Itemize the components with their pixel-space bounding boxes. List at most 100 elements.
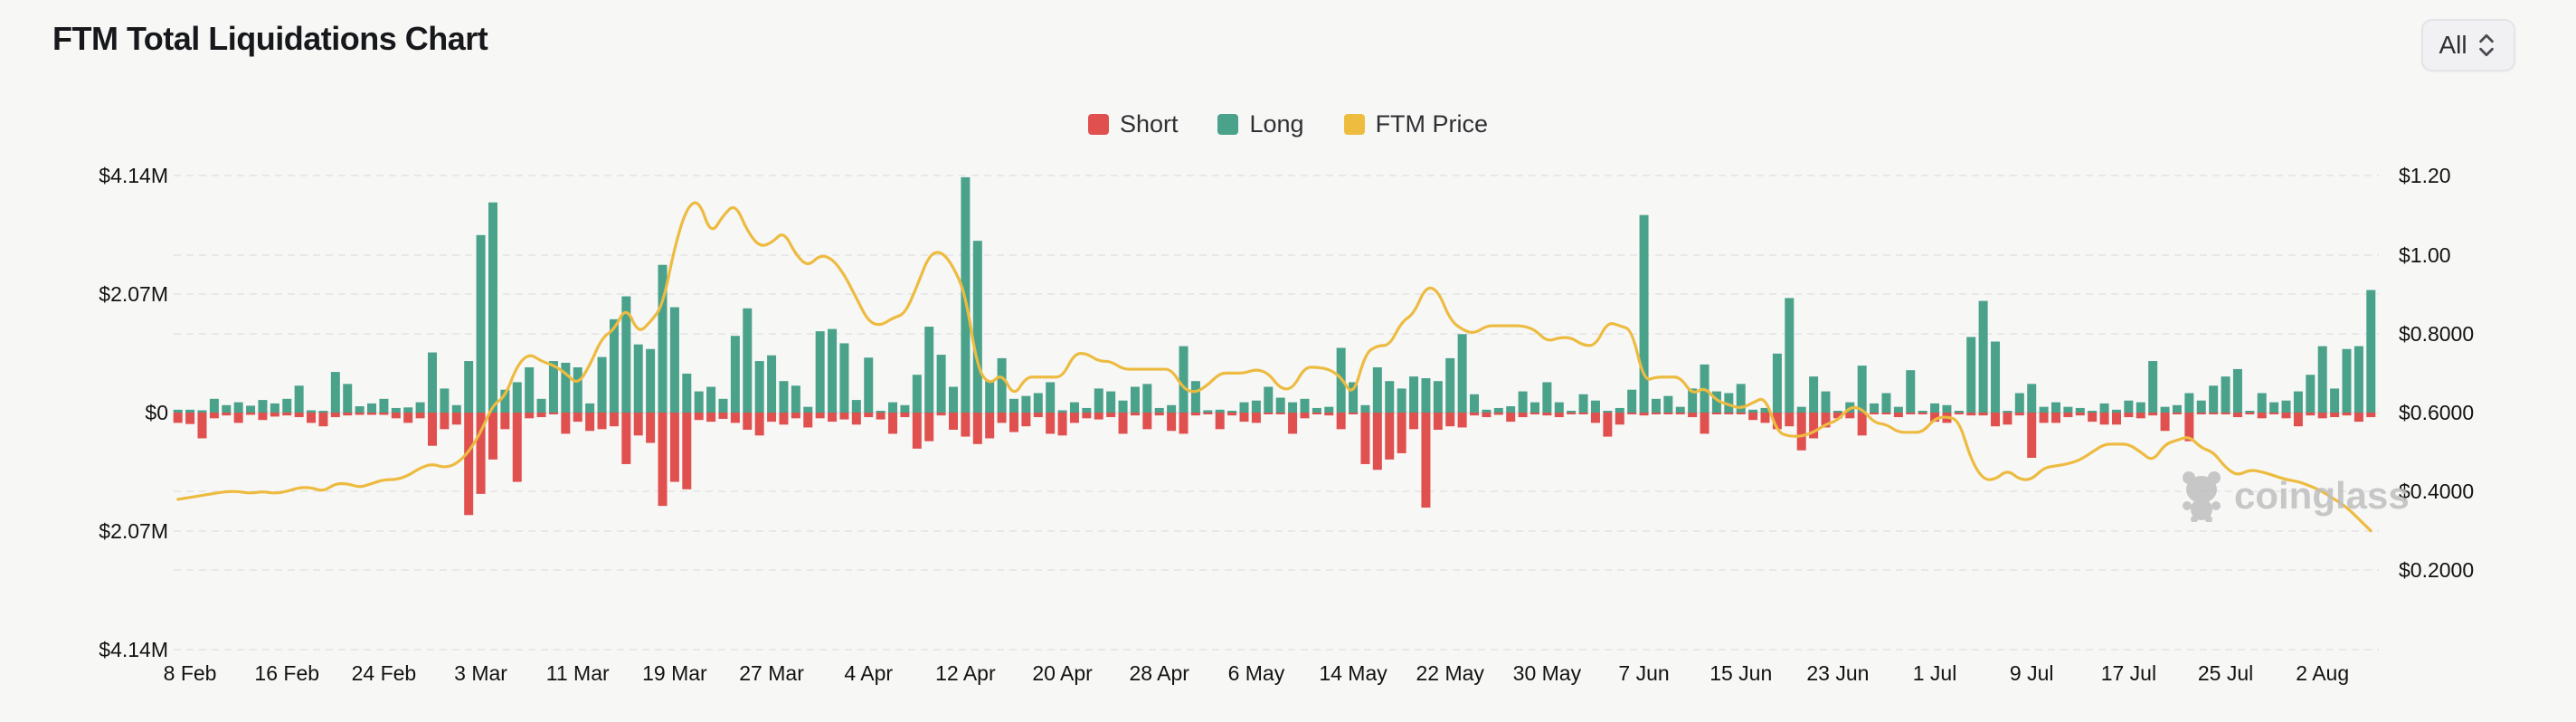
long-liquidation-bar[interactable] (307, 410, 317, 413)
long-liquidation-bar[interactable] (1167, 404, 1177, 413)
long-liquidation-bar[interactable] (1046, 382, 1056, 413)
long-liquidation-bar[interactable] (1118, 400, 1128, 413)
long-liquidation-bar[interactable] (754, 361, 764, 413)
long-liquidation-bar[interactable] (828, 328, 838, 413)
long-liquidation-bar[interactable] (1663, 395, 1673, 413)
short-liquidation-bar[interactable] (791, 413, 800, 419)
long-liquidation-bar[interactable] (2124, 400, 2134, 413)
long-liquidation-bar[interactable] (246, 405, 256, 413)
short-liquidation-bar[interactable] (1142, 413, 1152, 430)
short-liquidation-bar[interactable] (2184, 413, 2194, 442)
short-liquidation-bar[interactable] (2293, 413, 2303, 427)
long-liquidation-bar[interactable] (1627, 389, 1637, 413)
short-liquidation-bar[interactable] (1445, 413, 1455, 427)
long-liquidation-bar[interactable] (2027, 384, 2037, 413)
long-liquidation-bar[interactable] (2306, 375, 2316, 413)
long-liquidation-bar[interactable] (2172, 404, 2182, 413)
long-liquidation-bar[interactable] (1227, 411, 1237, 413)
long-liquidation-bar[interactable] (2245, 411, 2255, 413)
legend-item-short[interactable]: Short (1087, 110, 1178, 138)
long-liquidation-bar[interactable] (548, 361, 558, 413)
long-liquidation-bar[interactable] (2160, 406, 2170, 413)
long-liquidation-bar[interactable] (876, 411, 886, 413)
long-liquidation-bar[interactable] (1433, 381, 1443, 413)
long-liquidation-bar[interactable] (1275, 397, 1285, 413)
long-liquidation-bar[interactable] (743, 308, 753, 413)
short-liquidation-bar[interactable] (1470, 413, 1480, 416)
long-liquidation-bar[interactable] (185, 409, 195, 413)
short-liquidation-bar[interactable] (2148, 413, 2158, 416)
short-liquidation-bar[interactable] (488, 413, 497, 460)
short-liquidation-bar[interactable] (864, 413, 874, 418)
long-liquidation-bar[interactable] (561, 362, 571, 413)
long-liquidation-bar[interactable] (1518, 391, 1528, 413)
long-liquidation-bar[interactable] (1082, 407, 1092, 413)
long-liquidation-bar[interactable] (1590, 400, 1600, 413)
long-liquidation-bar[interactable] (415, 402, 425, 413)
long-liquidation-bar[interactable] (1821, 391, 1831, 413)
long-liquidation-bar[interactable] (282, 398, 292, 413)
long-liquidation-bar[interactable] (1203, 410, 1213, 413)
long-liquidation-bar[interactable] (222, 404, 232, 413)
short-liquidation-bar[interactable] (1857, 413, 1867, 436)
short-liquidation-bar[interactable] (2160, 413, 2170, 432)
short-liquidation-bar[interactable] (1772, 413, 1782, 430)
long-liquidation-bar[interactable] (173, 409, 183, 413)
long-liquidation-bar[interactable] (525, 367, 535, 413)
long-liquidation-bar[interactable] (1506, 406, 1516, 413)
long-liquidation-bar[interactable] (694, 391, 704, 413)
short-liquidation-bar[interactable] (1154, 413, 1164, 416)
long-liquidation-bar[interactable] (2148, 361, 2158, 413)
short-liquidation-bar[interactable] (1978, 413, 1988, 416)
long-liquidation-bar[interactable] (1760, 407, 1770, 413)
short-liquidation-bar[interactable] (1821, 413, 1831, 428)
short-liquidation-bar[interactable] (1627, 413, 1637, 414)
long-liquidation-bar[interactable] (658, 264, 668, 413)
long-liquidation-bar[interactable] (1954, 411, 1964, 413)
short-liquidation-bar[interactable] (767, 413, 777, 423)
short-liquidation-bar[interactable] (912, 413, 922, 449)
long-liquidation-bar[interactable] (355, 406, 365, 413)
long-liquidation-bar[interactable] (1033, 393, 1043, 413)
long-liquidation-bar[interactable] (1688, 388, 1698, 413)
long-liquidation-bar[interactable] (1094, 388, 1103, 413)
short-liquidation-bar[interactable] (1930, 413, 1940, 423)
short-liquidation-bar[interactable] (839, 413, 849, 420)
long-liquidation-bar[interactable] (1021, 395, 1031, 413)
short-liquidation-bar[interactable] (1748, 413, 1758, 421)
long-liquidation-bar[interactable] (1069, 402, 1079, 413)
short-liquidation-bar[interactable] (2172, 413, 2182, 414)
long-liquidation-bar[interactable] (1615, 407, 1624, 413)
short-liquidation-bar[interactable] (2257, 413, 2267, 419)
long-liquidation-bar[interactable] (972, 241, 982, 413)
short-liquidation-bar[interactable] (415, 413, 425, 419)
short-liquidation-bar[interactable] (682, 413, 692, 489)
short-liquidation-bar[interactable] (367, 413, 377, 415)
short-liquidation-bar[interactable] (173, 413, 183, 423)
short-liquidation-bar[interactable] (815, 413, 825, 419)
long-liquidation-bar[interactable] (839, 343, 849, 413)
long-liquidation-bar[interactable] (669, 307, 679, 413)
short-liquidation-bar[interactable] (1190, 413, 1200, 416)
short-liquidation-bar[interactable] (500, 413, 510, 430)
long-liquidation-bar[interactable] (1675, 406, 1685, 413)
short-liquidation-bar[interactable] (1906, 413, 1916, 414)
long-liquidation-bar[interactable] (2003, 411, 2012, 413)
long-liquidation-bar[interactable] (1893, 406, 1903, 413)
long-liquidation-bar[interactable] (1554, 402, 1564, 413)
short-liquidation-bar[interactable] (1251, 413, 1261, 423)
long-liquidation-bar[interactable] (1264, 386, 1274, 413)
long-liquidation-bar[interactable] (2342, 348, 2352, 413)
long-liquidation-bar[interactable] (949, 386, 959, 413)
short-liquidation-bar[interactable] (2075, 413, 2085, 416)
short-liquidation-bar[interactable] (1118, 413, 1128, 434)
long-liquidation-bar[interactable] (2111, 409, 2121, 413)
long-liquidation-bar[interactable] (1215, 409, 1225, 413)
long-liquidation-bar[interactable] (2330, 388, 2340, 413)
short-liquidation-bar[interactable] (1785, 413, 1795, 427)
long-liquidation-bar[interactable] (646, 348, 656, 413)
short-liquidation-bar[interactable] (1106, 413, 1116, 418)
short-liquidation-bar[interactable] (1069, 413, 1079, 423)
long-liquidation-bar[interactable] (209, 398, 219, 413)
short-liquidation-bar[interactable] (1530, 413, 1539, 414)
